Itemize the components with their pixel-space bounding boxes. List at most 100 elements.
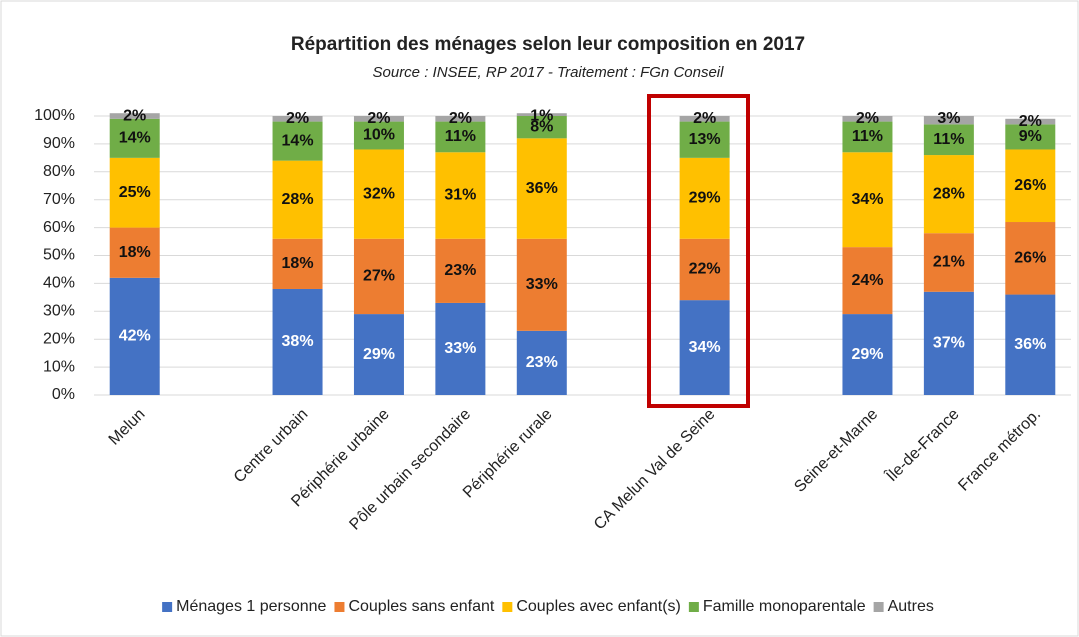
legend-swatch xyxy=(162,602,173,612)
data-label: 33% xyxy=(444,340,476,357)
data-label: 11% xyxy=(852,128,883,145)
data-label: 29% xyxy=(851,346,883,363)
data-label: 22% xyxy=(689,261,721,278)
bar-segment xyxy=(1005,118,1056,125)
y-tick-label: 10% xyxy=(43,358,75,375)
data-label: 11% xyxy=(445,128,476,145)
legend-swatch xyxy=(873,602,884,612)
y-tick-label: 80% xyxy=(43,163,75,180)
data-label: 31% xyxy=(444,187,476,204)
bar-segment xyxy=(679,121,730,158)
bar-segment xyxy=(272,116,323,122)
data-label: 2% xyxy=(367,110,390,127)
data-label: 8% xyxy=(530,118,553,135)
legend-label: Autres xyxy=(888,598,934,615)
data-label: 26% xyxy=(1014,250,1046,267)
bar-segment xyxy=(435,121,486,153)
bar-segment xyxy=(679,300,730,395)
data-label: 2% xyxy=(1019,113,1042,130)
data-label: 14% xyxy=(282,132,314,149)
data-label: 37% xyxy=(933,335,965,352)
bar-segment xyxy=(435,152,486,239)
data-label: 23% xyxy=(444,262,476,279)
bar-segment xyxy=(272,121,323,161)
data-label: 10% xyxy=(363,127,395,144)
bar-segment xyxy=(353,314,404,395)
data-label: 34% xyxy=(689,339,721,356)
y-tick-label: 30% xyxy=(43,303,75,320)
data-label: 18% xyxy=(282,255,314,272)
bar-segment xyxy=(109,113,160,119)
data-label: 28% xyxy=(933,185,965,202)
highlight-box xyxy=(647,94,750,408)
bar-segment xyxy=(842,116,893,122)
legend-swatch xyxy=(502,602,513,612)
y-tick-label: 100% xyxy=(34,107,75,124)
legend-label: Couples sans enfant xyxy=(348,598,494,615)
data-label: 2% xyxy=(123,107,146,124)
data-label: 21% xyxy=(933,254,965,271)
data-label: 29% xyxy=(363,346,395,363)
data-label: 1% xyxy=(530,107,553,124)
data-label: 27% xyxy=(363,268,395,285)
bar-segment xyxy=(923,155,974,234)
bar-segment xyxy=(679,116,730,122)
data-label: 2% xyxy=(693,110,716,127)
data-label: 18% xyxy=(119,244,151,261)
y-tick-label: 60% xyxy=(43,219,75,236)
bar-segment xyxy=(353,116,404,122)
bar-segment xyxy=(923,116,974,125)
chart-title: Répartition des ménages selon leur compo… xyxy=(291,34,805,55)
data-label: 14% xyxy=(119,130,151,147)
data-label: 28% xyxy=(282,191,314,208)
bar-segment xyxy=(516,138,567,239)
data-label: 25% xyxy=(119,184,151,201)
bar-segment xyxy=(842,247,893,315)
bar-segment xyxy=(516,330,567,395)
data-label: 2% xyxy=(286,110,309,127)
data-label: 2% xyxy=(856,110,879,127)
bar-segment xyxy=(272,160,323,239)
data-label: 9% xyxy=(1019,128,1042,145)
bar-segment xyxy=(923,291,974,395)
bar-segment xyxy=(842,152,893,248)
bar-segment xyxy=(109,227,160,278)
bar-segment xyxy=(516,116,567,139)
bar-segment xyxy=(1005,222,1056,295)
chart-subtitle: Source : INSEE, RP 2017 - Traitement : F… xyxy=(373,64,725,81)
data-label: 3% xyxy=(937,110,960,127)
bar-segment xyxy=(435,238,486,303)
bar-segment xyxy=(1005,149,1056,223)
legend-swatch xyxy=(688,602,699,612)
y-tick-label: 90% xyxy=(43,135,75,152)
bar-segment xyxy=(435,116,486,122)
data-label: 42% xyxy=(119,328,151,345)
data-label: 26% xyxy=(1014,177,1046,194)
bars xyxy=(109,113,1056,395)
y-tick-label: 20% xyxy=(43,330,75,347)
y-tick-label: 70% xyxy=(43,191,75,208)
data-label: 24% xyxy=(851,272,883,289)
data-label: 36% xyxy=(526,180,558,197)
data-label: 36% xyxy=(1014,336,1046,353)
bar-segment xyxy=(353,149,404,239)
data-label: 34% xyxy=(851,191,883,208)
bar-segment xyxy=(109,277,160,395)
y-tick-label: 40% xyxy=(43,275,75,292)
bar-segment xyxy=(272,238,323,289)
data-label: 2% xyxy=(449,110,472,127)
bar-segment xyxy=(353,238,404,315)
bar-segment xyxy=(516,238,567,331)
data-label: 23% xyxy=(526,354,558,371)
data-label: 32% xyxy=(363,185,395,202)
data-label: 13% xyxy=(689,131,721,148)
bar-segment xyxy=(435,302,486,395)
bar-segment xyxy=(516,113,567,116)
y-tick-label: 50% xyxy=(43,247,75,264)
data-label: 33% xyxy=(526,276,558,293)
legend-label: Couples avec enfant(s) xyxy=(516,598,681,615)
legend-swatch xyxy=(334,602,345,612)
bar-segment xyxy=(353,121,404,150)
bar-segment xyxy=(1005,294,1056,395)
